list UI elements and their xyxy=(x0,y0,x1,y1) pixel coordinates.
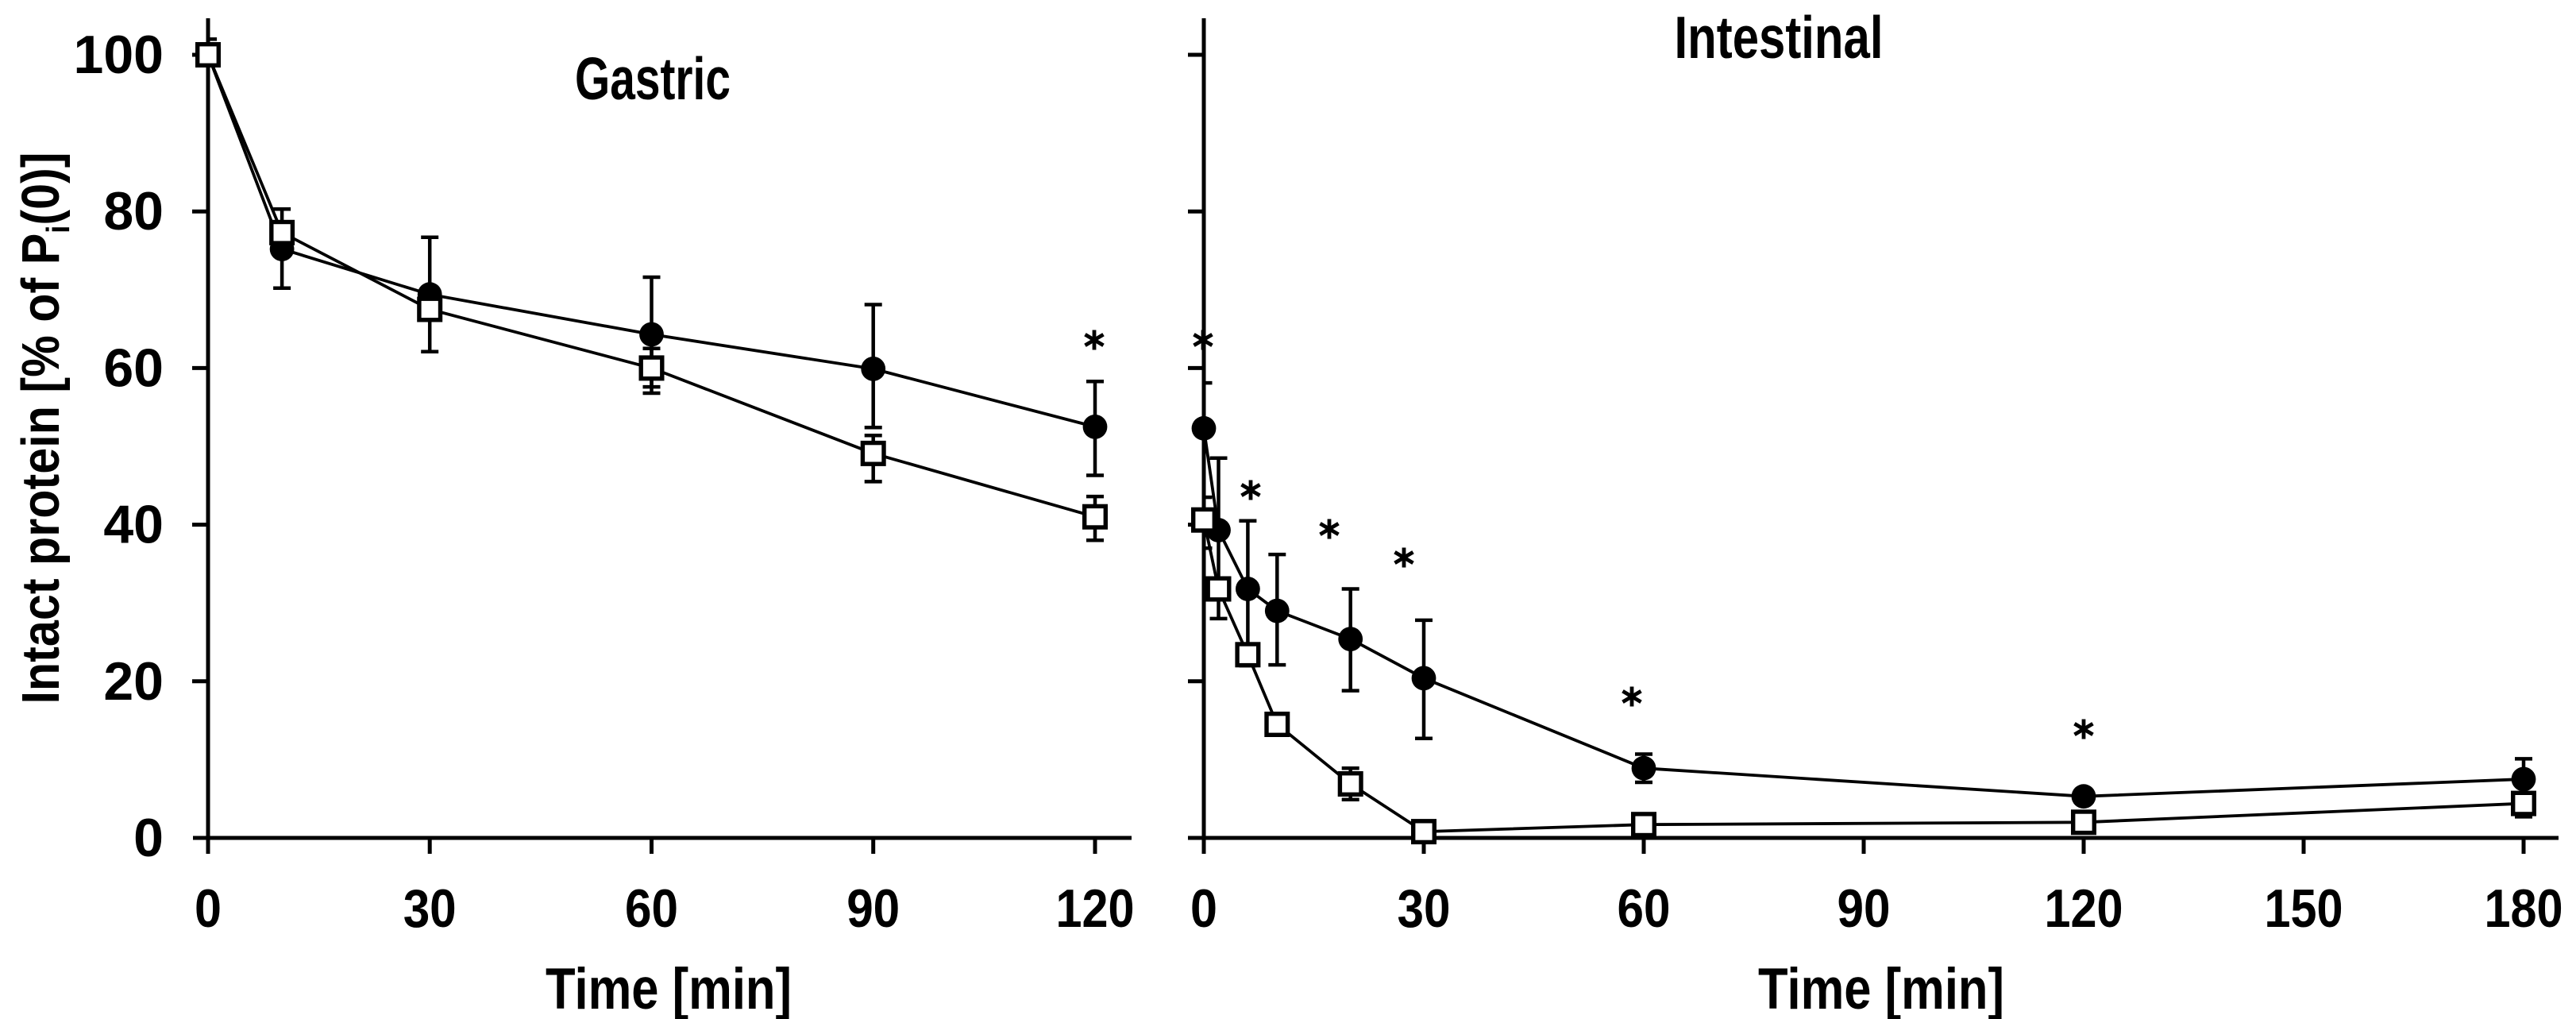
svg-text:0: 0 xyxy=(133,808,164,868)
svg-text:60: 60 xyxy=(1618,878,1671,939)
svg-text:120: 120 xyxy=(2045,878,2123,939)
svg-text:Time [min]: Time [min] xyxy=(546,957,792,1019)
svg-text:Intestinal: Intestinal xyxy=(1675,4,1884,71)
svg-text:40: 40 xyxy=(103,495,164,555)
svg-text:0: 0 xyxy=(1190,878,1217,939)
svg-text:80: 80 xyxy=(103,181,164,241)
svg-text:30: 30 xyxy=(403,878,457,939)
svg-text:Gastric: Gastric xyxy=(575,45,731,112)
svg-text:Time [min]: Time [min] xyxy=(1758,957,2004,1019)
svg-text:90: 90 xyxy=(1838,878,1891,939)
svg-text:60: 60 xyxy=(625,878,678,939)
svg-text:120: 120 xyxy=(1056,878,1135,939)
svg-text:150: 150 xyxy=(2265,878,2343,939)
svg-text:90: 90 xyxy=(846,878,900,939)
svg-text:100: 100 xyxy=(74,25,164,85)
svg-text:30: 30 xyxy=(1398,878,1451,939)
svg-text:180: 180 xyxy=(2485,878,2563,939)
svg-text:Intact protein [% of Pi(0)]: Intact protein [% of Pi(0)] xyxy=(12,152,77,704)
svg-text:60: 60 xyxy=(103,338,164,398)
svg-text:0: 0 xyxy=(195,878,222,939)
svg-text:20: 20 xyxy=(103,651,164,712)
